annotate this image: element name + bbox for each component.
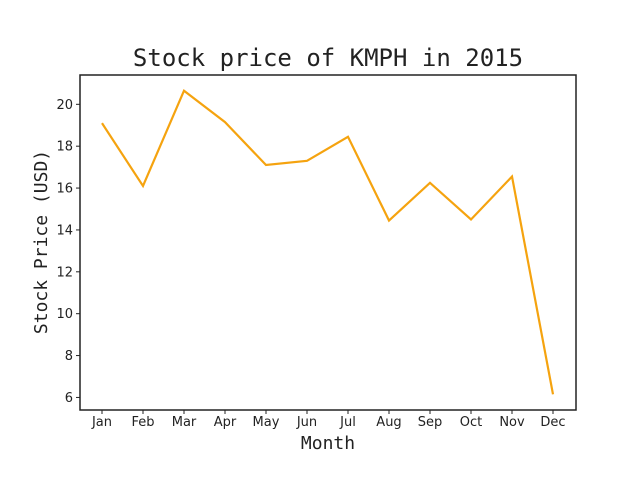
y-tick-label: 6 [65, 391, 73, 406]
y-tick-label: 14 [56, 223, 73, 238]
series-line [101, 88, 555, 395]
y-axis-label: Stock Price (USD) [31, 150, 52, 334]
x-tick-label: Dec [540, 415, 565, 430]
x-tick-label: Oct [460, 415, 482, 430]
x-tick-label: Nov [499, 415, 525, 430]
y-tick-label: 12 [56, 265, 73, 280]
x-axis: Jan Feb Mar Apr May Jun Jul Aug Sep Oct Nov Dec [91, 410, 566, 430]
plot-frame [79, 74, 577, 411]
y-tick-label: 18 [56, 140, 73, 155]
x-tick-label: Jul [339, 415, 356, 430]
x-tick-label: Aug [376, 415, 401, 430]
y-tick-label: 10 [56, 307, 73, 322]
x-tick-label: Sep [418, 415, 443, 430]
series-layer [101, 88, 555, 395]
y-tick-label: 16 [56, 182, 73, 197]
x-tick-label: Jun [296, 415, 317, 430]
x-tick-label: Mar [172, 415, 197, 430]
x-tick-label: Feb [131, 415, 154, 430]
x-tick-label: May [253, 415, 280, 430]
x-tick-label: Apr [214, 415, 237, 430]
y-axis: 6 8 10 12 14 16 18 20 [56, 98, 80, 406]
x-axis-label: Month [301, 433, 355, 454]
x-tick-label: Jan [91, 415, 112, 430]
y-tick-label: 20 [56, 98, 73, 113]
chart-title: Stock price of KMPH in 2015 [133, 44, 523, 72]
y-tick-label: 8 [65, 349, 73, 364]
